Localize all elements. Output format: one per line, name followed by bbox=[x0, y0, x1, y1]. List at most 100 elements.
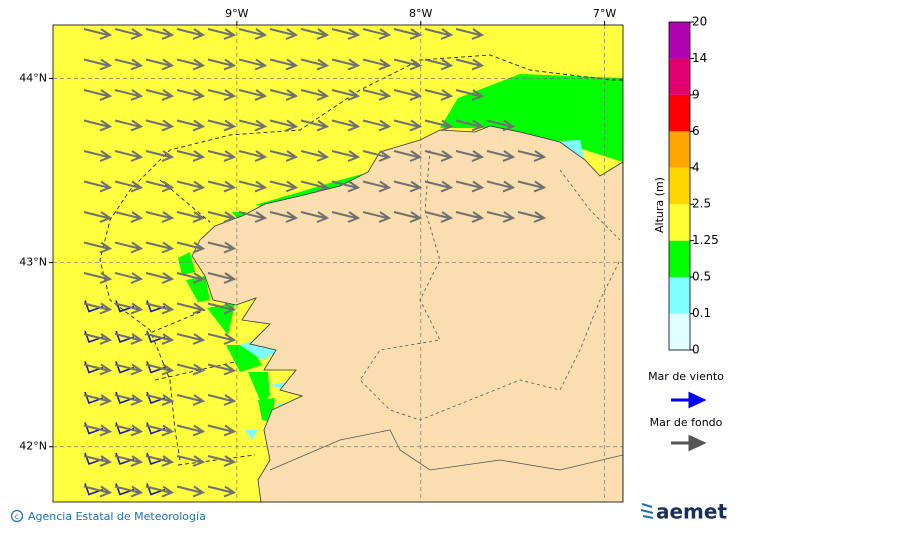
colorbar-tick-label: 0.5 bbox=[692, 270, 711, 284]
swell-arrow bbox=[238, 119, 268, 132]
swell-arrow bbox=[176, 455, 206, 467]
swell-arrow bbox=[362, 119, 392, 132]
colorbar-segment bbox=[669, 204, 690, 241]
swell-arrow bbox=[486, 150, 516, 162]
lon-label: 9°W bbox=[225, 7, 248, 20]
lat-label: 44°N bbox=[19, 71, 47, 84]
colorbar-segment bbox=[669, 240, 690, 278]
swell-arrow bbox=[83, 180, 113, 193]
colorbar-tick-label: 6 bbox=[692, 124, 700, 138]
swell-arrow bbox=[331, 119, 361, 132]
swell-arrow bbox=[486, 211, 516, 223]
swell-arrow bbox=[393, 119, 423, 132]
swell-arrow bbox=[83, 150, 113, 162]
swell-arrow bbox=[145, 180, 175, 193]
swell-arrow bbox=[207, 394, 237, 406]
swell-arrow bbox=[83, 272, 113, 284]
swell-arrow bbox=[393, 89, 423, 101]
legend-arrow-wind bbox=[671, 391, 707, 409]
swell-arrow bbox=[83, 28, 113, 40]
lon-label: 7°W bbox=[593, 7, 616, 20]
swell-arrow bbox=[145, 302, 175, 315]
swell-arrow bbox=[114, 58, 144, 71]
swell-arrow bbox=[269, 28, 299, 40]
zone-limits bbox=[99, 54, 623, 466]
swell-arrow bbox=[114, 424, 144, 437]
swell-arrow bbox=[393, 150, 423, 162]
colorbar-segment bbox=[669, 277, 690, 314]
swell-arrow bbox=[83, 485, 113, 498]
colorbar-segment bbox=[669, 58, 690, 95]
swell-arrow bbox=[362, 211, 392, 223]
swell-arrow bbox=[83, 302, 113, 315]
swell-arrow bbox=[145, 28, 175, 40]
swell-arrow bbox=[207, 89, 237, 101]
swell-arrow bbox=[83, 58, 113, 71]
swell-arrow bbox=[362, 150, 392, 162]
colorbar-segment bbox=[669, 22, 690, 59]
swell-arrow bbox=[300, 58, 330, 71]
swell-arrow bbox=[83, 333, 113, 345]
swell-arrow bbox=[517, 211, 547, 223]
swell-arrow bbox=[145, 485, 175, 498]
colorbar-tick-label: 20 bbox=[692, 15, 707, 29]
swell-arrow bbox=[207, 363, 237, 376]
swell-arrow bbox=[455, 150, 485, 162]
colorbar-tick-label: 14 bbox=[692, 51, 707, 65]
swell-arrow bbox=[331, 58, 361, 71]
swell-arrow bbox=[238, 28, 268, 40]
map bbox=[53, 25, 623, 502]
logo: aemet bbox=[656, 500, 727, 524]
swell-arrow bbox=[331, 180, 361, 193]
land bbox=[191, 125, 623, 502]
swell-arrow bbox=[455, 180, 485, 193]
wave-zone-green bbox=[178, 74, 623, 422]
swell-arrow bbox=[455, 119, 485, 132]
swell-arrow bbox=[331, 89, 361, 101]
swell-arrow bbox=[238, 180, 268, 193]
swell-arrow bbox=[83, 455, 113, 467]
colorbar-segment bbox=[669, 94, 690, 132]
swell-arrow bbox=[517, 180, 547, 193]
swell-arrow bbox=[207, 119, 237, 132]
swell-arrow bbox=[114, 211, 144, 223]
swell-arrow bbox=[176, 150, 206, 162]
swell-arrow bbox=[176, 119, 206, 132]
swell-arrow bbox=[424, 211, 454, 223]
colorbar-segment bbox=[669, 313, 690, 350]
swell-arrow bbox=[145, 241, 175, 254]
swell-arrow bbox=[176, 302, 206, 315]
swell-arrow bbox=[176, 485, 206, 498]
swell-arrow bbox=[300, 119, 330, 132]
swell-arrow bbox=[393, 211, 423, 223]
swell-arrow bbox=[114, 180, 144, 193]
swell-arrow bbox=[145, 333, 175, 345]
colorbar-frame bbox=[668, 21, 691, 351]
colorbar-tick-label: 4 bbox=[692, 160, 700, 174]
swell-arrow bbox=[145, 272, 175, 284]
copyright-icon bbox=[10, 509, 24, 523]
swell-arrow bbox=[331, 211, 361, 223]
legend-arrow-swell bbox=[671, 434, 707, 452]
swell-arrow bbox=[300, 89, 330, 101]
map-frame bbox=[52, 24, 624, 503]
swell-arrow bbox=[145, 89, 175, 101]
swell-arrow bbox=[455, 58, 485, 71]
swell-arrow bbox=[176, 211, 206, 223]
swell-arrow bbox=[269, 150, 299, 162]
swell-arrow bbox=[114, 302, 144, 315]
swell-arrow bbox=[83, 394, 113, 406]
swell-arrow bbox=[176, 394, 206, 406]
swell-arrow bbox=[517, 150, 547, 162]
swell-arrow bbox=[207, 455, 237, 467]
lon-label: 8°W bbox=[409, 7, 432, 20]
swell-arrow bbox=[362, 89, 392, 101]
swell-arrow bbox=[486, 119, 516, 132]
colorbar-tick-label: 2.5 bbox=[692, 197, 711, 211]
swell-arrow bbox=[207, 424, 237, 437]
swell-arrow bbox=[300, 28, 330, 40]
swell-arrow bbox=[83, 424, 113, 437]
swell-arrow bbox=[207, 211, 237, 223]
swell-arrow bbox=[207, 333, 237, 345]
swell-arrow bbox=[238, 58, 268, 71]
